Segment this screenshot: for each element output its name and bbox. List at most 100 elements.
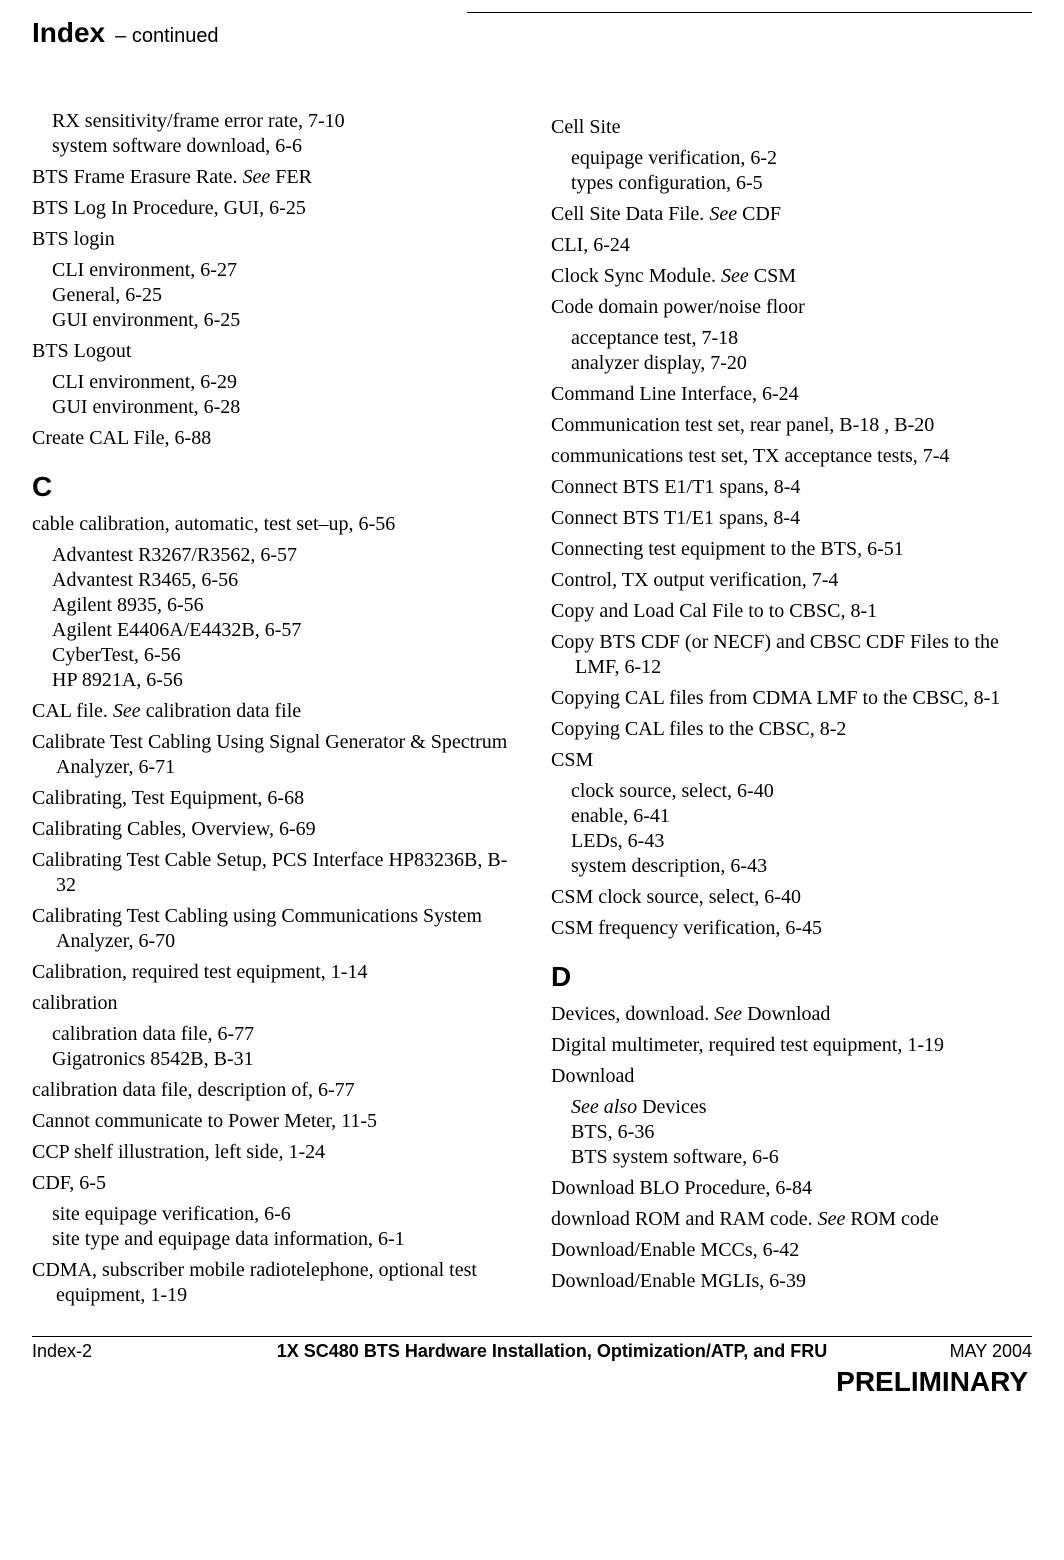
footer-doc-title: 1X SC480 BTS Hardware Installation, Opti… [212,1341,892,1362]
entry: calibration [32,991,513,1016]
entry: CDMA, subscriber mobile radiotelephone, … [32,1258,513,1308]
entry: calibration data file, 6-77 [32,1022,513,1047]
entry: Agilent 8935, 6-56 [32,593,513,618]
entry: Calibrate Test Cabling Using Signal Gene… [32,730,513,780]
entry: types configuration, 6-5 [551,171,1032,196]
entry: BTS, 6-36 [551,1120,1032,1145]
entry: CSM clock source, select, 6-40 [551,885,1032,910]
entry: download ROM and RAM code. See ROM code [551,1207,1032,1232]
entry: Cell Site Data File. See CDF [551,202,1032,227]
entry: GUI environment, 6-25 [32,308,513,333]
text: Calibrate Test Cabling Using Signal Gene… [32,731,507,778]
entry: Clock Sync Module. See CSM [551,264,1032,289]
entry: site type and equipage data information,… [32,1227,513,1252]
entry: CSM [551,748,1032,773]
entry: Copying CAL files from CDMA LMF to the C… [551,686,1032,711]
entry: Download [551,1064,1032,1089]
entry: Devices, download. See Download [551,1002,1032,1027]
entry: equipage verification, 6-2 [551,146,1032,171]
entry: Calibration, required test equipment, 1-… [32,960,513,985]
entry: Create CAL File, 6-88 [32,426,513,451]
section-letter-c: C [32,469,513,504]
entry: See also Devices [551,1095,1032,1120]
text: ROM code [845,1208,938,1230]
text: Cell Site Data File. [551,203,709,225]
entry: Code domain power/noise floor [551,295,1032,320]
page-header: Index – continued [32,17,1032,49]
text: calibration data file [141,700,301,722]
text: Copying CAL files from CDMA LMF to the C… [551,687,1000,709]
footer-page-number: Index-2 [32,1341,212,1362]
entry: GUI environment, 6-28 [32,395,513,420]
text: FER [270,166,312,188]
page: Index – continued RX sensitivity/frame e… [0,0,1064,1314]
text: Copy BTS CDF (or NECF) and CBSC CDF File… [551,631,999,678]
see-ref: See [818,1208,846,1230]
header-suffix: – continued [115,25,218,48]
entry: Calibrating Test Cable Setup, PCS Interf… [32,848,513,898]
see-ref: See [714,1003,742,1025]
header-rule [467,12,1032,13]
entry: Cell Site [551,115,1032,140]
see-ref: See [113,700,141,722]
entry: LEDs, 6-43 [551,829,1032,854]
entry: Copying CAL files to the CBSC, 8-2 [551,717,1032,742]
text: CSM [749,265,796,287]
text: Calibrating Test Cable Setup, PCS Interf… [32,849,507,896]
text: Devices [637,1096,706,1118]
entry: BTS Frame Erasure Rate. See FER [32,165,513,190]
entry: Advantest R3465, 6-56 [32,568,513,593]
entry: Agilent E4406A/E4432B, 6-57 [32,618,513,643]
see-ref: See [709,203,737,225]
entry: CLI environment, 6-27 [32,258,513,283]
entry: CDF, 6-5 [32,1171,513,1196]
text: Clock Sync Module. [551,265,721,287]
entry: enable, 6-41 [551,804,1032,829]
see-ref: See [243,166,271,188]
right-column: Cell Site equipage verification, 6-2 typ… [551,109,1032,1314]
entry: BTS Log In Procedure, GUI, 6-25 [32,196,513,221]
see-also-ref: See also [571,1096,637,1118]
entry: Download BLO Procedure, 6-84 [551,1176,1032,1201]
preliminary-label: PRELIMINARY [0,1362,1064,1414]
entry: Advantest R3267/R3562, 6-57 [32,543,513,568]
entry: Communication test set, rear panel, B-18… [551,413,1032,438]
entry: Connect BTS T1/E1 spans, 8-4 [551,506,1032,531]
entry: analyzer display, 7-20 [551,351,1032,376]
text: CDF [737,203,781,225]
content-columns: RX sensitivity/frame error rate, 7-10 sy… [32,109,1032,1314]
entry: clock source, select, 6-40 [551,779,1032,804]
entry: CCP shelf illustration, left side, 1-24 [32,1140,513,1165]
entry: Gigatronics 8542B, B-31 [32,1047,513,1072]
see-ref: See [721,265,749,287]
entry: General, 6-25 [32,283,513,308]
entry: BTS Logout [32,339,513,364]
entry: Cannot communicate to Power Meter, 11-5 [32,1109,513,1134]
entry: CSM frequency verification, 6-45 [551,916,1032,941]
entry: Digital multimeter, required test equipm… [551,1033,1032,1058]
entry: system software download, 6-6 [32,134,513,159]
entry: Connecting test equipment to the BTS, 6-… [551,537,1032,562]
entry: HP 8921A, 6-56 [32,668,513,693]
entry: Control, TX output verification, 7-4 [551,568,1032,593]
footer-date: MAY 2004 [892,1341,1032,1362]
entry: BTS login [32,227,513,252]
entry: CAL file. See calibration data file [32,699,513,724]
page-footer: Index-2 1X SC480 BTS Hardware Installati… [0,1337,1064,1362]
entry: CLI, 6-24 [551,233,1032,258]
text: Download [742,1003,830,1025]
header-title: Index [32,17,105,49]
entry: Copy and Load Cal File to to CBSC, 8-1 [551,599,1032,624]
text: CAL file. [32,700,113,722]
entry: Command Line Interface, 6-24 [551,382,1032,407]
entry: CLI environment, 6-29 [32,370,513,395]
entry: acceptance test, 7-18 [551,326,1032,351]
entry: site equipage verification, 6-6 [32,1202,513,1227]
entry: Download/Enable MCCs, 6-42 [551,1238,1032,1263]
text: Devices, download. [551,1003,714,1025]
entry: Calibrating Test Cabling using Communica… [32,904,513,954]
entry: system description, 6-43 [551,854,1032,879]
entry: communications test set, TX acceptance t… [551,444,1032,469]
text: Calibrating Test Cabling using Communica… [32,905,482,952]
entry: calibration data file, description of, 6… [32,1078,513,1103]
